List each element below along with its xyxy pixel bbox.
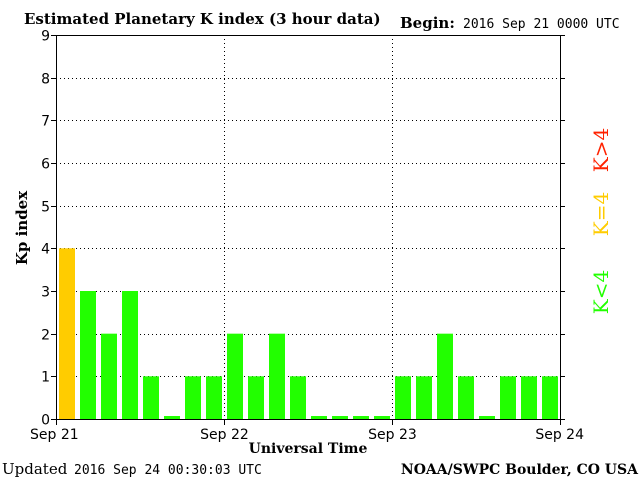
bars (59, 248, 558, 419)
kp-bar (332, 416, 348, 419)
axes: 0 1 2 3 4 5 6 7 8 9 Sep 21 Sep 22 Sep 23 Sep 24 (30, 29, 584, 444)
kp-bar (416, 376, 432, 419)
updated-value: 2016 Sep 24 00:30:03 UTC (74, 463, 262, 478)
kp-bar (101, 333, 117, 419)
kp-bar (458, 376, 474, 419)
plot-frame (56, 35, 561, 420)
kp-bar (353, 416, 369, 419)
kp-bar (122, 291, 138, 419)
kp-bar (185, 376, 201, 419)
y-tick-label: 3 (41, 285, 50, 301)
kp-bar (500, 376, 516, 419)
legend-high-label: K>4 (589, 128, 613, 172)
kp-bar (437, 333, 453, 419)
x-axis-label: Universal Time (249, 441, 368, 457)
kp-bar (521, 376, 537, 419)
kp-bar (542, 376, 558, 419)
y-tick-label: 0 (41, 413, 50, 429)
y-tick-label: 5 (41, 200, 50, 216)
kp-bar (479, 416, 495, 419)
kp-bar (164, 416, 180, 419)
x-tick-label: Sep 24 (535, 427, 584, 443)
legend-mid-label: K=4 (589, 192, 613, 236)
kp-bar (143, 376, 159, 419)
x-tick-label: Sep 22 (200, 427, 249, 443)
kp-bar (227, 333, 243, 419)
y-tick-label: 8 (41, 72, 50, 88)
x-tick-label: Sep 23 (368, 427, 417, 443)
x-tick-label: Sep 21 (30, 427, 79, 443)
kp-bar (374, 416, 390, 419)
legend-low-label: K<4 (589, 270, 613, 314)
y-tick-label: 7 (41, 114, 50, 130)
kp-bar (80, 291, 96, 419)
y-tick-label: 1 (41, 370, 50, 386)
kp-bar (59, 248, 75, 419)
y-tick-label: 4 (41, 242, 50, 258)
chart-title: Estimated Planetary K index (3 hour data… (24, 10, 381, 28)
updated-label: Updated (2, 460, 68, 478)
kp-bar (290, 376, 306, 419)
y-axis-label: Kp index (13, 190, 31, 265)
kp-bar (248, 376, 264, 419)
y-tick-label: 9 (41, 29, 50, 45)
kp-bar (311, 416, 327, 419)
y-tick-label: 2 (41, 328, 50, 344)
begin-value: 2016 Sep 21 0000 UTC (463, 17, 620, 32)
kp-bar (395, 376, 411, 419)
kp-bar (269, 333, 285, 419)
y-tick-label: 6 (41, 157, 50, 173)
kp-bar (206, 376, 222, 419)
begin-label: Begin: (400, 14, 455, 32)
credit-text: NOAA/SWPC Boulder, CO USA (401, 462, 639, 478)
